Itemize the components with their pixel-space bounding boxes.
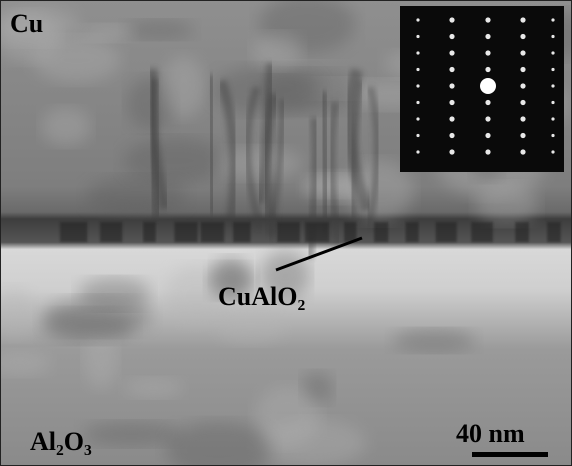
scale-bar-label: 40 nm bbox=[456, 419, 525, 448]
spot bbox=[449, 149, 454, 154]
blotch bbox=[42, 309, 134, 343]
spot bbox=[449, 83, 454, 88]
spot bbox=[485, 50, 490, 55]
blotch bbox=[78, 278, 150, 310]
interface-grain bbox=[143, 222, 155, 242]
spot bbox=[485, 100, 490, 105]
interface-grain bbox=[60, 222, 87, 242]
blotch bbox=[162, 56, 205, 118]
spot bbox=[449, 100, 454, 105]
interface-grain bbox=[471, 222, 493, 242]
blotch bbox=[216, 306, 286, 344]
interface-grain bbox=[374, 222, 388, 242]
interface-grain bbox=[201, 222, 224, 242]
interface-grain bbox=[277, 222, 300, 242]
spot bbox=[551, 84, 554, 87]
spot bbox=[551, 134, 554, 137]
top-phase-label: Cu bbox=[10, 9, 43, 38]
blotch bbox=[393, 329, 475, 352]
blotch bbox=[33, 37, 121, 82]
spot bbox=[416, 51, 419, 54]
streak bbox=[323, 92, 326, 232]
bottom-phase-label: Al₂O₃ bbox=[30, 427, 92, 456]
spot bbox=[520, 34, 525, 39]
blotch bbox=[125, 20, 194, 39]
spot bbox=[416, 101, 419, 104]
spot bbox=[551, 35, 554, 38]
spot bbox=[449, 67, 454, 72]
spot bbox=[520, 133, 525, 138]
spot bbox=[551, 18, 554, 21]
interface-label: CuAlO₂ bbox=[218, 282, 305, 311]
spot bbox=[520, 83, 525, 88]
spot bbox=[449, 116, 454, 121]
spot bbox=[485, 133, 490, 138]
spot bbox=[485, 116, 490, 121]
interface-grain bbox=[547, 222, 560, 242]
spot bbox=[416, 68, 419, 71]
streak bbox=[210, 75, 212, 215]
spot bbox=[449, 34, 454, 39]
streak bbox=[152, 78, 158, 218]
spot bbox=[551, 51, 554, 54]
spot bbox=[416, 84, 419, 87]
spot bbox=[416, 134, 419, 137]
spot bbox=[480, 78, 496, 94]
blotch bbox=[252, 33, 302, 69]
spot bbox=[416, 117, 419, 120]
interface-grain bbox=[305, 222, 329, 242]
interface-grain bbox=[174, 222, 197, 242]
interface-grain bbox=[406, 222, 419, 242]
spot bbox=[520, 50, 525, 55]
blotch bbox=[41, 107, 91, 145]
spot bbox=[485, 67, 490, 72]
interface-grain bbox=[344, 222, 356, 242]
blotch bbox=[124, 378, 183, 398]
page: Cu CuAlO₂ Al₂O₃ 40 nm (() => { const dat… bbox=[0, 0, 572, 466]
interface-grain bbox=[233, 222, 250, 242]
interface-grain bbox=[436, 222, 457, 242]
spot bbox=[416, 18, 419, 21]
micrograph: Cu CuAlO₂ Al₂O₃ 40 nm bbox=[0, 0, 572, 466]
blotch bbox=[214, 147, 303, 180]
spot bbox=[416, 150, 419, 153]
spot bbox=[520, 17, 525, 22]
spot bbox=[449, 17, 454, 22]
spot bbox=[520, 100, 525, 105]
spot bbox=[551, 117, 554, 120]
scale-bar bbox=[472, 452, 548, 457]
spot bbox=[485, 149, 490, 154]
spot bbox=[485, 17, 490, 22]
spot bbox=[449, 133, 454, 138]
blotch bbox=[475, 183, 538, 224]
spot bbox=[551, 68, 554, 71]
interface-grain bbox=[100, 222, 122, 242]
spot bbox=[551, 150, 554, 153]
spot bbox=[520, 67, 525, 72]
spot bbox=[416, 35, 419, 38]
interface-grain bbox=[515, 222, 529, 242]
spot bbox=[449, 50, 454, 55]
spot bbox=[520, 116, 525, 121]
spot bbox=[485, 34, 490, 39]
blotch bbox=[83, 422, 179, 446]
spot bbox=[520, 149, 525, 154]
spot bbox=[551, 101, 554, 104]
